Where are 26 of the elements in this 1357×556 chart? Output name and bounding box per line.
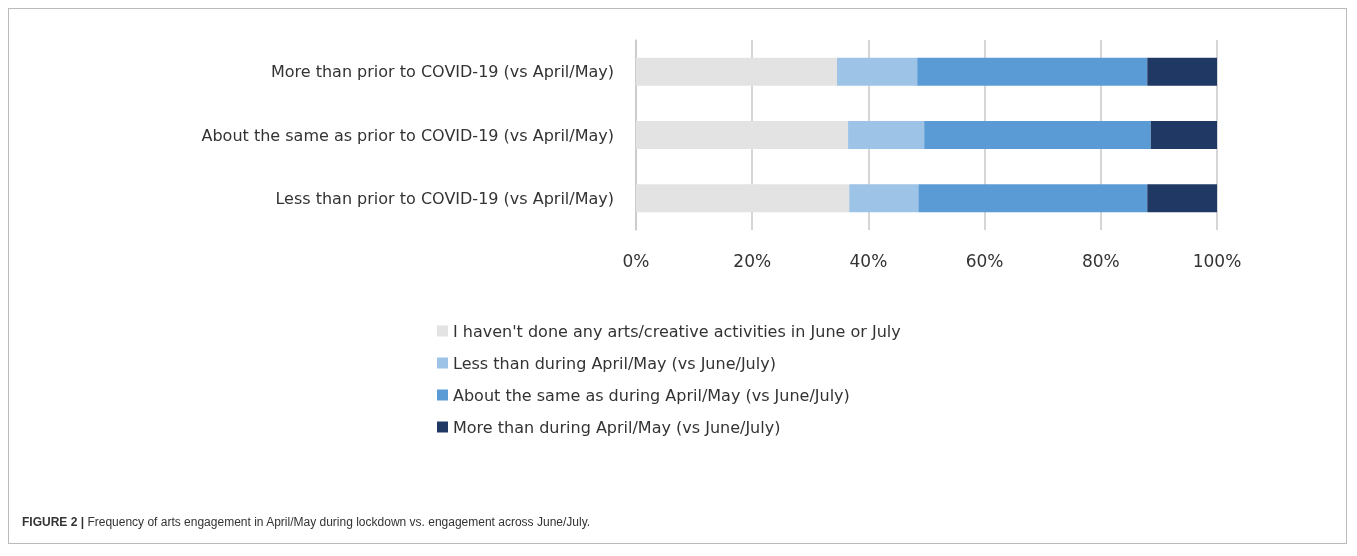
x-tick-label: 60% — [965, 250, 1004, 271]
bar — [924, 121, 1151, 149]
x-tick-label: 80% — [1081, 250, 1120, 271]
bar — [636, 121, 849, 149]
bar — [636, 57, 838, 86]
x-tick-label: 20% — [733, 250, 772, 271]
y-tick-label: About the same as prior to COVID-19 (vs April/May) — [201, 125, 614, 145]
bar — [1147, 57, 1217, 86]
bar — [848, 121, 925, 149]
y-tick-label: Less than prior to COVID-19 (vs April/May) — [275, 188, 614, 208]
bar — [849, 184, 919, 213]
x-tick-label: 100% — [1192, 250, 1242, 271]
x-tick-label: 0% — [622, 250, 650, 271]
bar — [837, 57, 918, 86]
legend-label: More than during April/May (vs June/July) — [453, 417, 781, 437]
bar — [917, 57, 1148, 86]
x-tick-label: 40% — [849, 250, 888, 271]
legend-label: Less than during April/May (vs June/July) — [453, 353, 776, 373]
y-tick-label: More than prior to COVID-19 (vs April/May) — [270, 62, 614, 82]
legend-label: I haven't done any arts/creative activities in June or July — [453, 321, 901, 341]
legend-label: About the same as during April/May (vs June/July) — [453, 385, 850, 405]
bar — [1150, 121, 1217, 149]
caption: FIGURE 2 | Frequency of arts engagement in April/May during lockdown vs. engagement across June/July. — [22, 515, 591, 529]
bar — [1147, 184, 1217, 213]
bar — [918, 184, 1148, 213]
bar — [636, 184, 850, 213]
